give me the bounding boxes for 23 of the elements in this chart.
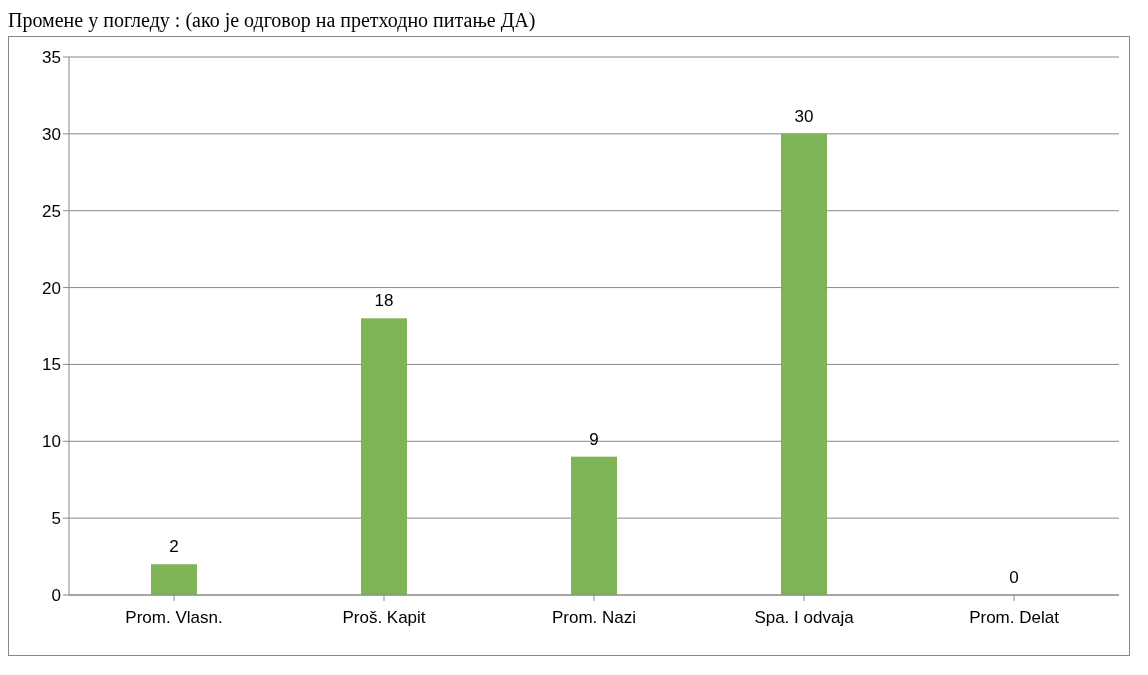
bar xyxy=(571,456,617,595)
data-label: 9 xyxy=(589,429,599,449)
data-label: 2 xyxy=(169,537,179,557)
y-tick-label: 35 xyxy=(42,48,61,68)
data-label: 30 xyxy=(794,106,814,126)
chart-title: Промене у погледу : (ако је одговор на претходно питање ДА) xyxy=(8,8,537,32)
y-tick-label: 10 xyxy=(42,432,61,452)
x-tick-label: Prom. Vlasn. xyxy=(125,608,223,628)
bar xyxy=(781,133,827,595)
y-tick-label: 5 xyxy=(51,509,61,529)
x-tick-label: Proš. Kapit xyxy=(342,608,426,628)
y-tick-label: 0 xyxy=(51,586,61,606)
bar xyxy=(361,318,407,595)
y-tick-label: 20 xyxy=(42,278,61,298)
y-tick-label: 30 xyxy=(42,124,61,144)
y-tick-label: 25 xyxy=(42,201,61,221)
data-label: 0 xyxy=(1009,568,1019,587)
bar xyxy=(151,564,197,595)
x-tick-label: Spa. I odvaja xyxy=(754,608,855,628)
y-tick-label: 15 xyxy=(42,355,61,375)
x-tick-label: Prom. Delat xyxy=(969,608,1060,628)
data-label: 18 xyxy=(374,291,394,311)
x-tick-label: Prom. Nazi xyxy=(551,608,637,628)
